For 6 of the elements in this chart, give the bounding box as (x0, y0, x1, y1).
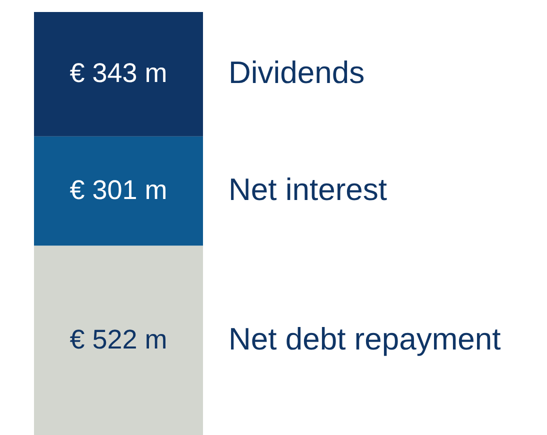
series-label: Dividends (228, 55, 365, 90)
series-label: Net interest (228, 172, 388, 208)
data-label: € 301 m (70, 175, 168, 206)
series-label: Net debt repayment (228, 321, 502, 356)
data-label: € 522 m (70, 324, 168, 354)
data-label: € 343 m (70, 58, 168, 88)
